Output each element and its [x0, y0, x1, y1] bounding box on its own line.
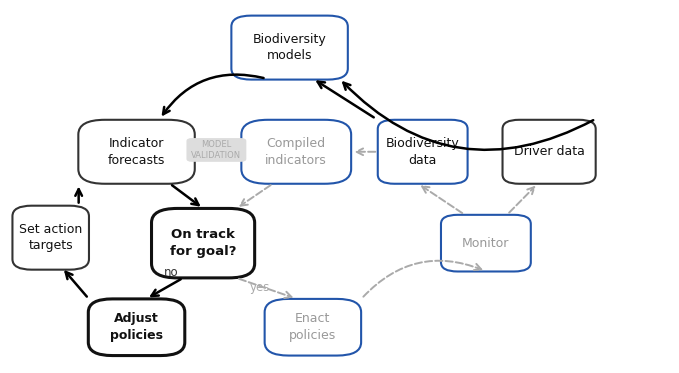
Text: Adjust
policies: Adjust policies	[110, 313, 163, 342]
FancyBboxPatch shape	[378, 120, 468, 184]
FancyBboxPatch shape	[151, 209, 255, 278]
Text: yes: yes	[249, 280, 270, 294]
FancyBboxPatch shape	[187, 138, 246, 162]
FancyBboxPatch shape	[12, 206, 89, 270]
Text: On track
for goal?: On track for goal?	[170, 228, 236, 258]
Text: Compiled
indicators: Compiled indicators	[265, 137, 327, 166]
FancyBboxPatch shape	[502, 120, 595, 184]
FancyBboxPatch shape	[241, 120, 351, 184]
Text: Biodiversity
data: Biodiversity data	[386, 137, 460, 166]
FancyBboxPatch shape	[441, 215, 531, 272]
Text: MODEL
VALIDATION: MODEL VALIDATION	[191, 140, 242, 160]
Text: Driver data: Driver data	[514, 145, 585, 158]
Text: no: no	[164, 266, 179, 279]
Text: Set action
targets: Set action targets	[19, 223, 82, 253]
Text: Biodiversity
models: Biodiversity models	[253, 33, 327, 62]
FancyBboxPatch shape	[265, 299, 361, 355]
FancyBboxPatch shape	[232, 16, 348, 79]
FancyBboxPatch shape	[88, 299, 185, 355]
Text: Monitor: Monitor	[462, 236, 509, 250]
FancyBboxPatch shape	[78, 120, 195, 184]
Text: Indicator
forecasts: Indicator forecasts	[108, 137, 165, 166]
Text: Enact
policies: Enact policies	[289, 313, 337, 342]
